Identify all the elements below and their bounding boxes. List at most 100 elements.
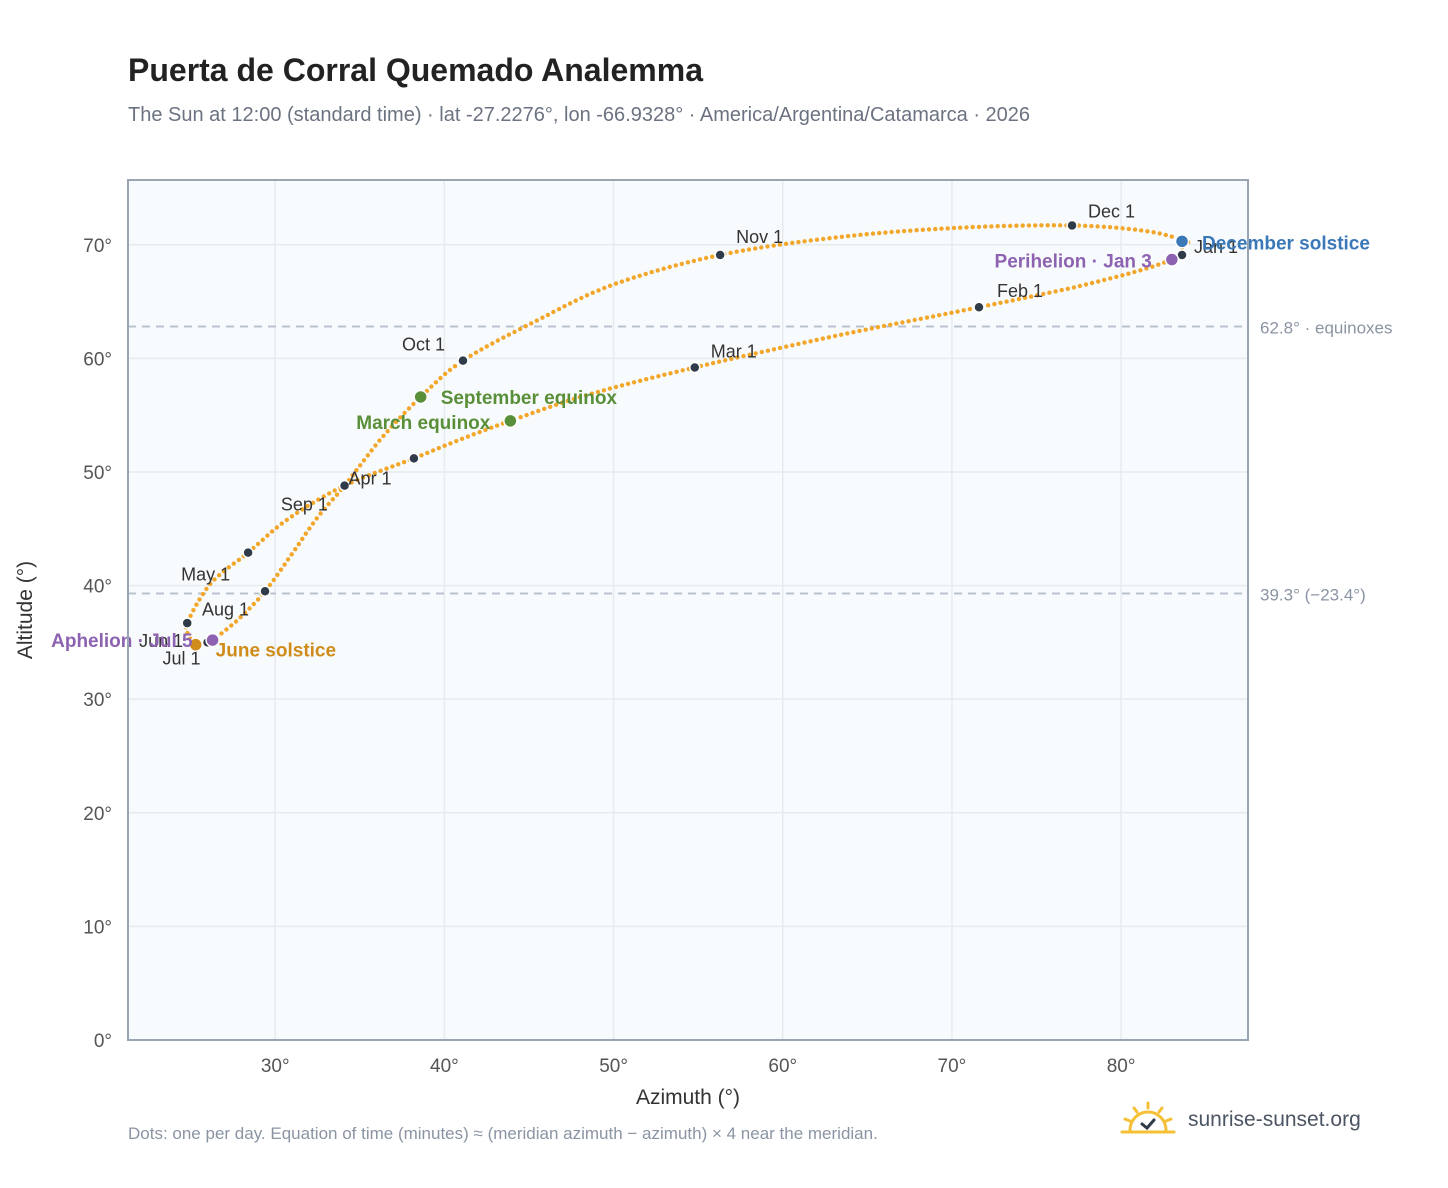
daily-sun-dot (269, 529, 275, 534)
daily-sun-dot (723, 358, 728, 363)
daily-sun-dot (1150, 264, 1155, 269)
month-marker (408, 452, 420, 465)
plot-background (128, 180, 1248, 1040)
x-tick-label: 40° (430, 1056, 459, 1077)
daily-sun-dot (1089, 280, 1095, 286)
daily-sun-dot (1022, 295, 1028, 300)
daily-sun-dot (293, 547, 298, 552)
daily-sun-dot (438, 375, 443, 381)
x-tick-label: 50° (599, 1056, 628, 1077)
daily-sun-dot (1059, 287, 1064, 293)
daily-sun-dot (845, 233, 851, 239)
month-marker-label: Dec 1 (1088, 201, 1135, 221)
daily-sun-dot (1138, 268, 1143, 273)
daily-sun-dot (393, 419, 399, 425)
daily-sun-dot (759, 245, 764, 250)
daily-sun-dot (667, 264, 672, 270)
daily-sun-dot (429, 384, 434, 389)
daily-sun-dot (355, 477, 360, 483)
daily-sun-dot (1169, 234, 1175, 239)
daily-sun-dot (1139, 228, 1144, 233)
daily-sun-dot (219, 631, 224, 636)
daily-sun-dot (459, 436, 465, 441)
daily-sun-dot (613, 281, 619, 286)
daily-sun-dot (366, 473, 372, 478)
daily-sun-dot (284, 517, 289, 523)
daily-sun-dot (637, 273, 642, 278)
daily-sun-dot (221, 569, 227, 574)
daily-sun-dot (231, 561, 236, 566)
month-marker (259, 585, 271, 598)
daily-sun-dot (808, 238, 813, 243)
y-tick-label: 0° (94, 1031, 112, 1052)
daily-sun-dot (864, 232, 869, 237)
daily-sun-dot (1077, 283, 1083, 289)
daily-sun-dot (747, 352, 752, 357)
daily-sun-dot (390, 464, 395, 469)
daily-sun-dot (361, 458, 367, 463)
daily-sun-dot (194, 602, 199, 607)
daily-sun-dot (579, 295, 584, 301)
brand-logo[interactable]: sunrise-sunset.org (1120, 1100, 1361, 1140)
daily-sun-dot (1058, 223, 1063, 228)
daily-sun-dot (1083, 223, 1088, 228)
daily-sun-dot (229, 623, 234, 628)
daily-sun-dot (1053, 289, 1058, 294)
daily-sun-dot (875, 325, 881, 330)
daily-sun-dot (326, 501, 331, 507)
month-marker (689, 361, 701, 374)
daily-sun-dot (378, 468, 383, 473)
daily-sun-dot (494, 423, 500, 428)
daily-sun-dot (976, 224, 982, 230)
daily-sun-dot (197, 597, 202, 602)
daily-sun-dot (255, 541, 261, 547)
daily-sun-dot (289, 552, 294, 557)
daily-sun-dot (643, 271, 648, 277)
daily-sun-dot (881, 323, 887, 329)
daily-sun-dot (396, 462, 401, 467)
daily-sun-dot (995, 224, 1000, 229)
event-marker (1174, 234, 1190, 249)
daily-sun-dot (808, 339, 813, 344)
daily-sun-dot (479, 347, 484, 352)
daily-sun-dot (796, 341, 801, 347)
daily-sun-dot (442, 443, 447, 448)
daily-sun-dot (1163, 232, 1169, 238)
daily-sun-dot (247, 606, 252, 611)
daily-sun-dot (447, 367, 453, 373)
daily-sun-dot (1076, 223, 1082, 228)
daily-sun-dot (512, 329, 517, 335)
daily-sun-dot (389, 424, 394, 429)
daily-sun-dot (710, 360, 716, 366)
daily-sun-dot (1126, 226, 1132, 232)
daily-sun-dot (777, 345, 783, 351)
daily-sun-dot (350, 473, 355, 478)
daily-sun-dot (1010, 298, 1015, 303)
x-tick-label: 30° (261, 1056, 290, 1077)
daily-sun-dot (1047, 290, 1052, 295)
daily-sun-dot (703, 255, 709, 261)
daily-sun-dot (255, 597, 261, 602)
month-marker (457, 354, 469, 367)
daily-sun-dot (796, 239, 801, 245)
daily-sun-dot (200, 591, 206, 597)
daily-sun-dot (602, 285, 607, 291)
month-marker-label: Jun 1 (139, 631, 183, 651)
daily-sun-dot (489, 425, 494, 430)
daily-sun-dot (771, 347, 777, 352)
daily-sun-dot (372, 470, 377, 476)
daily-sun-dot (1101, 224, 1107, 229)
daily-sun-dot (584, 293, 590, 298)
daily-sun-dot (354, 468, 359, 473)
daily-sun-dot (992, 301, 997, 307)
daily-sun-dot (483, 427, 488, 433)
daily-sun-dot (501, 335, 506, 340)
daily-sun-dot (289, 514, 295, 519)
daily-sun-dot (1157, 231, 1162, 236)
daily-sun-dot (656, 374, 661, 379)
daily-sun-dot (753, 351, 758, 356)
x-axis-label: Azimuth (°) (636, 1086, 740, 1109)
daily-sun-dot (274, 525, 280, 530)
daily-sun-dot (224, 627, 229, 632)
daily-sun-dot (590, 290, 595, 295)
